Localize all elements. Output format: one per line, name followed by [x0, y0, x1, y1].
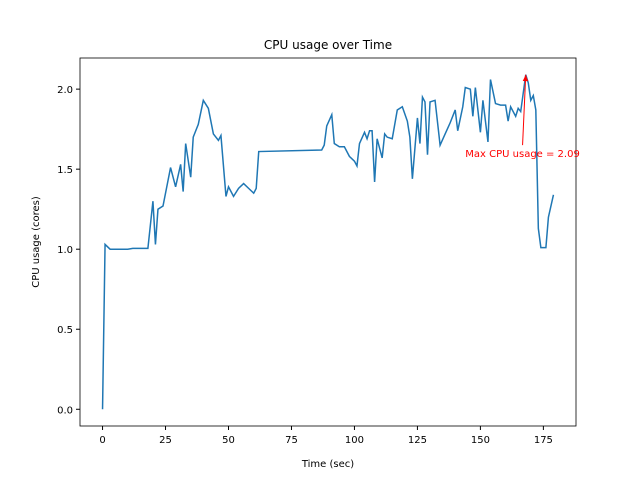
x-tick-label: 75	[285, 435, 298, 446]
x-tick-label: 0	[99, 435, 105, 446]
line-series	[101, 74, 555, 410]
chart-title: CPU usage over Time	[264, 38, 392, 52]
y-tick-label: 1.0	[57, 245, 73, 256]
plot-frame	[79, 57, 577, 427]
annotation-arrow	[522, 74, 527, 146]
x-tick-label: 25	[159, 435, 172, 446]
annotation-text: Max CPU usage = 2.09	[465, 149, 580, 160]
y-tick-label: 0.0	[57, 405, 73, 416]
x-tick-label: 175	[534, 435, 553, 446]
y-tick-label: 1.5	[57, 165, 73, 176]
y-axis-label: CPU usage (cores)	[31, 196, 42, 288]
annotation-arrowhead	[522, 74, 529, 82]
y-tick-label: 0.5	[57, 325, 73, 336]
y-tick-label: 2.0	[57, 85, 73, 96]
x-tick-label: 125	[408, 435, 427, 446]
x-tick-label: 100	[345, 435, 364, 446]
x-axis-label: Time (sec)	[301, 459, 354, 470]
x-tick-label: 50	[222, 435, 235, 446]
x-tick-label: 150	[471, 435, 490, 446]
